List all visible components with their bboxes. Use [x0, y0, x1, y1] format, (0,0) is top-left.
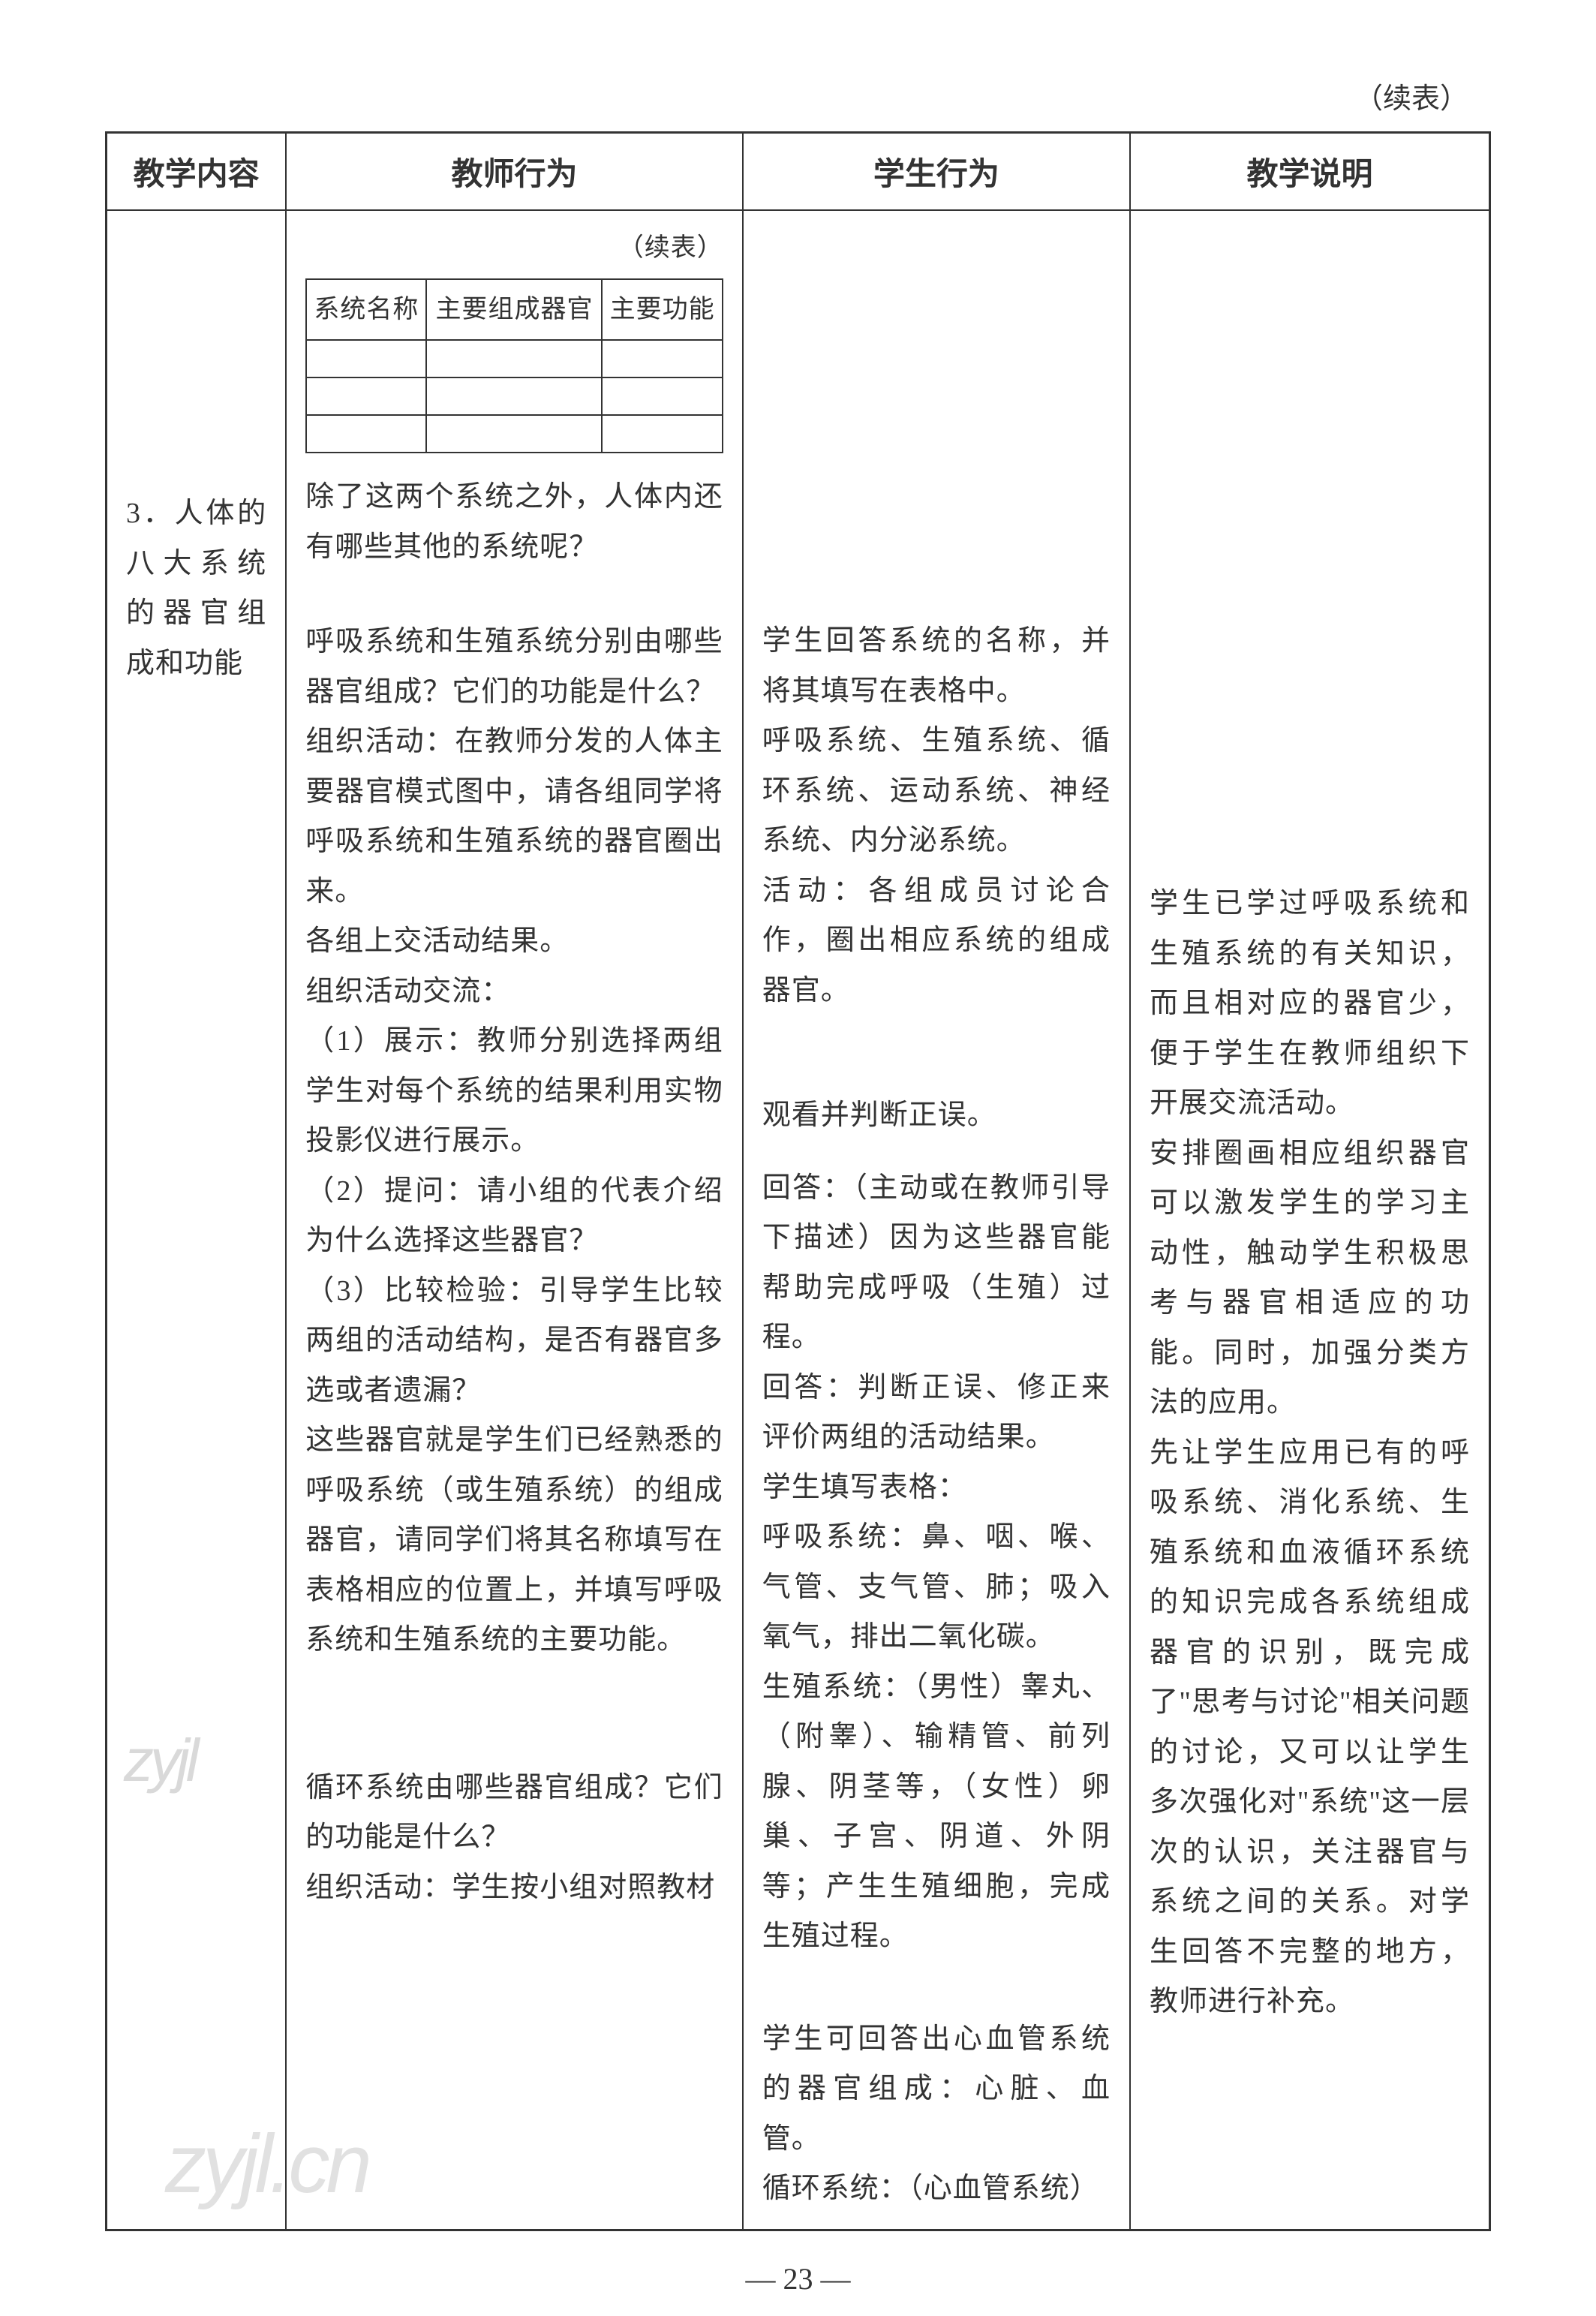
inner-cell [306, 415, 426, 453]
header-student-behavior: 学生行为 [743, 133, 1130, 211]
section-title: 3．人体的八大系统的器官组成和功能 [126, 226, 266, 688]
inner-systems-table: 系统名称 主要组成器官 主要功能 [305, 278, 723, 454]
header-teaching-notes: 教学说明 [1130, 133, 1489, 211]
main-lesson-table: 教学内容 教师行为 学生行为 教学说明 3．人体的八大系统的器官组成和功能 （续… [105, 131, 1491, 2231]
teacher-para: 组织活动：在教师分发的人体主要器官模式图中，请各组同学将呼吸系统和生殖系统的器官… [305, 717, 723, 916]
inner-table-row [306, 415, 723, 453]
spacer [305, 572, 723, 617]
inner-table-row [306, 377, 723, 415]
spacer [762, 1015, 1111, 1090]
table-header-row: 教学内容 教师行为 学生行为 教学说明 [107, 133, 1490, 211]
student-para: 活动：各组成员讨论合作，圈出相应系统的组成器官。 [762, 866, 1111, 1016]
page-wrapper: （续表） 教学内容 教师行为 学生行为 教学说明 3．人体的八大系统的器官组成和… [0, 0, 1596, 2316]
student-para: 循环系统：（心血管系统） [762, 2164, 1111, 2214]
student-para: 呼吸系统、生殖系统、循环系统、运动系统、神经系统、内分泌系统。 [762, 716, 1111, 866]
inner-header-organs: 主要组成器官 [426, 279, 602, 341]
spacer [762, 1962, 1111, 2014]
inner-table-header-row: 系统名称 主要组成器官 主要功能 [306, 279, 723, 341]
inner-cell [602, 340, 722, 377]
spacer [762, 1141, 1111, 1163]
inner-cell [306, 340, 426, 377]
teacher-para: 除了这两个系统之外，人体内还有哪些其他的系统呢？ [305, 472, 723, 572]
cell-teaching-notes: 学生已学过呼吸系统和生殖系统的有关知识，而且相对应的器官少，便于学生在教师组织下… [1130, 210, 1489, 2230]
student-para: 回答：判断正误、修正来评价两组的活动结果。 [762, 1363, 1111, 1463]
student-para: 回答：（主动或在教师引导下描述）因为这些器官能帮助完成呼吸（生殖）过程。 [762, 1163, 1111, 1363]
inner-cell [426, 415, 602, 453]
page-number: — 23 — [105, 2261, 1491, 2296]
inner-cell [306, 377, 426, 415]
header-teaching-content: 教学内容 [107, 133, 287, 211]
student-para: 生殖系统：（男性）睾丸、（附睾）、输精管、前列腺、阴茎等，（女性）卵巢、子宫、阴… [762, 1662, 1111, 1962]
teacher-para: 组织活动：学生按小组对照教材 [305, 1863, 723, 1913]
student-para: 学生填写表格： [762, 1463, 1111, 1513]
teacher-para: 呼吸系统和生殖系统分别由哪些器官组成？它们的功能是什么？ [305, 617, 723, 717]
cell-student-behavior: 学生回答系统的名称，并将其填写在表格中。 呼吸系统、生殖系统、循环系统、运动系统… [743, 210, 1130, 2230]
notes-para: 安排圈画相应组织器官可以激发学生的学习主动性，触动学生积极思考与器官相适应的功能… [1150, 1129, 1470, 1428]
teacher-para: （2）提问：请小组的代表介绍为什么选择这些器官？ [305, 1166, 723, 1266]
inner-header-system-name: 系统名称 [306, 279, 426, 341]
inner-header-function: 主要功能 [602, 279, 722, 341]
student-para: 学生可回答出心血管系统的器官组成：心脏、血管。 [762, 2014, 1111, 2164]
cell-teaching-content: 3．人体的八大系统的器官组成和功能 [107, 210, 287, 2230]
teacher-para: （3）比较检验：引导学生比较两组的活动结构，是否有器官多选或者遗漏？ [305, 1266, 723, 1416]
inner-cell [602, 415, 722, 453]
notes-para: 先让学生应用已有的呼吸系统、消化系统、生殖系统和血液循环系统的知识完成各系统组成… [1150, 1428, 1470, 2027]
spacer [762, 226, 1111, 616]
inner-continuation-label: （续表） [305, 226, 723, 271]
teacher-para: 各组上交活动结果。 [305, 916, 723, 967]
teacher-para: 这些器官就是学生们已经熟悉的呼吸系统（或生殖系统）的组成器官，请同学们将其名称填… [305, 1415, 723, 1665]
student-para: 学生回答系统的名称，并将其填写在表格中。 [762, 616, 1111, 716]
continuation-label: （续表） [105, 75, 1491, 116]
spacer [1150, 226, 1470, 879]
student-para: 呼吸系统：鼻、咽、喉、气管、支气管、肺；吸入氧气，排出二氧化碳。 [762, 1512, 1111, 1662]
inner-cell [602, 377, 722, 415]
notes-para: 学生已学过呼吸系统和生殖系统的有关知识，而且相对应的器官少，便于学生在教师组织下… [1150, 879, 1470, 1129]
cell-teacher-behavior: （续表） 系统名称 主要组成器官 主要功能 [286, 210, 743, 2230]
inner-cell [426, 340, 602, 377]
table-body-row: 3．人体的八大系统的器官组成和功能 （续表） 系统名称 主要组成器官 主要功能 [107, 210, 1490, 2230]
teacher-para: （1）展示：教师分别选择两组学生对每个系统的结果利用实物投影仪进行展示。 [305, 1016, 723, 1166]
student-para: 观看并判断正误。 [762, 1090, 1111, 1141]
inner-table-row [306, 340, 723, 377]
header-teacher-behavior: 教师行为 [286, 133, 743, 211]
spacer [305, 1665, 723, 1763]
inner-cell [426, 377, 602, 415]
teacher-para: 组织活动交流： [305, 967, 723, 1017]
teacher-para: 循环系统由哪些器官组成？它们的功能是什么？ [305, 1763, 723, 1863]
